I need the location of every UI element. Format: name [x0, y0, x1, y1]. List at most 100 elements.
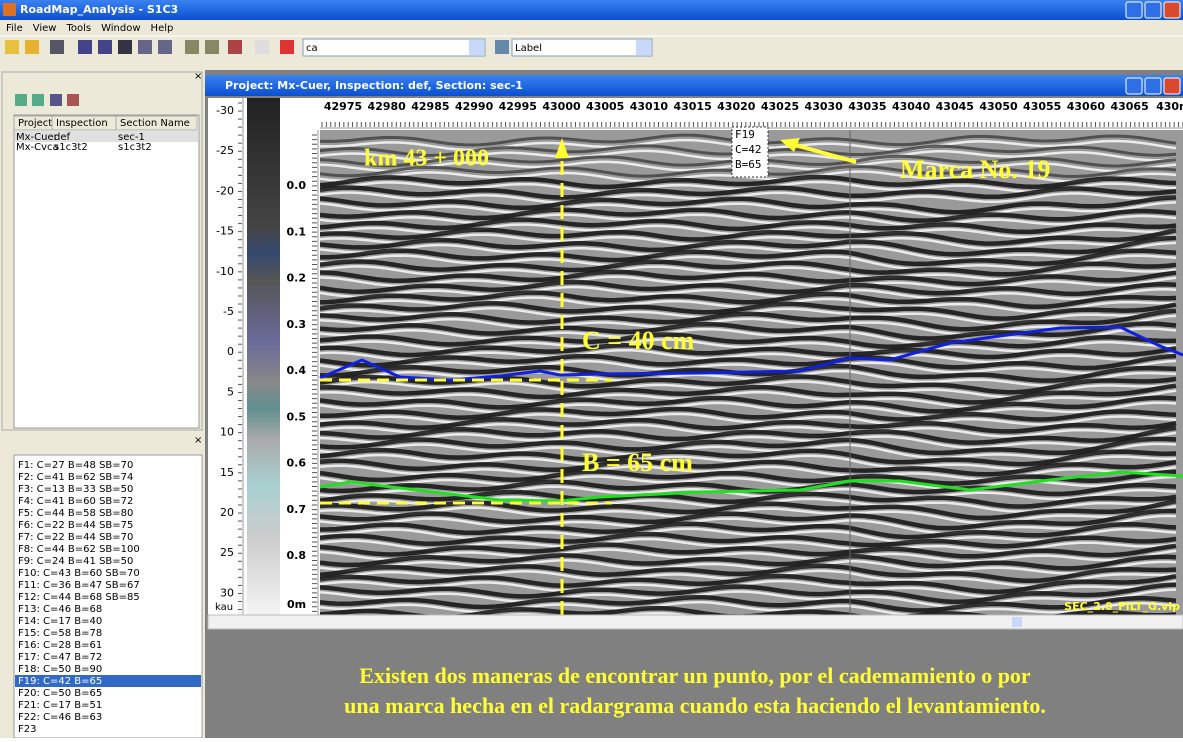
distance-label: 42975 — [324, 100, 362, 113]
depth-label: 0.7 — [287, 503, 307, 516]
depth-label: 0.5 — [287, 410, 307, 423]
mark-item[interactable]: F11: C=36 B=47 SB=67 — [18, 580, 140, 591]
distance-label: 43035 — [848, 100, 886, 113]
tool-button[interactable] — [78, 40, 92, 54]
depth-label: 0.4 — [287, 364, 307, 377]
amplitude-label: -15 — [216, 225, 234, 238]
mark-item[interactable]: F14: C=17 B=40 — [18, 616, 102, 627]
mark-item[interactable]: F12: C=44 B=68 SB=85 — [18, 592, 140, 603]
mark-item[interactable]: F19: C=42 B=65 — [18, 676, 102, 687]
distance-label: 43025 — [761, 100, 799, 113]
tool-button[interactable] — [5, 40, 19, 54]
distance-label: 43000 — [542, 100, 581, 113]
tool-button[interactable] — [138, 40, 152, 54]
menu-item[interactable]: Help — [151, 23, 174, 34]
depth-label: 0.1 — [287, 225, 307, 238]
tool-button[interactable] — [205, 40, 219, 54]
mark-item[interactable]: F17: C=47 B=72 — [18, 652, 102, 663]
mark-item[interactable]: F15: C=58 B=78 — [18, 628, 102, 639]
table-cell[interactable]: s1c3t2 — [118, 142, 152, 153]
mark-item[interactable]: F23 — [18, 724, 36, 735]
mark-item[interactable]: F13: C=46 B=68 — [18, 604, 102, 615]
mark-item[interactable]: F7: C=22 B=44 SB=70 — [18, 532, 133, 543]
mark-item[interactable]: F21: C=17 B=51 — [18, 700, 102, 711]
app-window: RoadMap_Analysis - S1C3 FileViewToolsWin… — [0, 0, 1183, 738]
marker-box-line: C=42 — [735, 143, 762, 156]
table-cell[interactable]: s1c3t2 — [54, 142, 88, 153]
depth-unit: 0m — [287, 598, 306, 611]
distance-label: 43060 — [1067, 100, 1106, 113]
pane-button[interactable] — [15, 94, 27, 106]
pane-close[interactable]: × — [194, 435, 202, 446]
mark-item[interactable]: F18: C=50 B=90 — [18, 664, 102, 675]
table-cell[interactable]: Mx-Cvca — [16, 142, 59, 153]
tool-button[interactable] — [98, 40, 112, 54]
tool-button[interactable] — [255, 40, 269, 54]
distance-label: 43015 — [673, 100, 711, 113]
amplitude-label: 5 — [227, 385, 234, 398]
mark-item[interactable]: F10: C=43 B=60 SB=70 — [18, 568, 140, 579]
depth-label: 0.2 — [287, 272, 307, 285]
tool-button[interactable] — [50, 40, 64, 54]
amplitude-unit: kau — [215, 602, 233, 613]
minimize-button[interactable] — [1126, 2, 1142, 18]
combo-arrow[interactable] — [469, 40, 484, 55]
pane-button[interactable] — [50, 94, 62, 106]
distance-label: 42980 — [368, 100, 407, 113]
depth-label: 0.8 — [287, 549, 307, 562]
mark-item[interactable]: F8: C=44 B=62 SB=100 — [18, 544, 140, 555]
mark-item[interactable]: F5: C=44 B=58 SB=80 — [18, 508, 133, 519]
maximize-button[interactable] — [1145, 78, 1161, 94]
pane-button[interactable] — [32, 94, 44, 106]
tool-button[interactable] — [280, 40, 294, 54]
tool-button[interactable] — [118, 40, 132, 54]
layer-combo[interactable] — [303, 39, 485, 56]
amplitude-label: -20 — [216, 184, 234, 197]
mark-item[interactable]: F2: C=41 B=62 SB=74 — [18, 472, 133, 483]
mark-item[interactable]: F4: C=41 B=60 SB=72 — [18, 496, 133, 507]
mark-item[interactable]: F1: C=27 B=48 SB=70 — [18, 460, 133, 471]
tool-button[interactable] — [495, 40, 509, 54]
mark-item[interactable]: F22: C=46 B=63 — [18, 712, 102, 723]
tool-button[interactable] — [25, 40, 39, 54]
menu-item[interactable]: Window — [101, 23, 140, 34]
project-table — [14, 115, 199, 428]
combo-arrow[interactable] — [636, 40, 651, 55]
distance-label: 43065 — [1110, 100, 1148, 113]
amplitude-label: -30 — [216, 104, 234, 117]
mark-item[interactable]: F6: C=22 B=44 SB=75 — [18, 520, 133, 531]
distance-label: 42995 — [499, 100, 537, 113]
maximize-button[interactable] — [1145, 2, 1161, 18]
menu-item[interactable]: File — [6, 23, 23, 34]
tool-button[interactable] — [228, 40, 242, 54]
tool-button[interactable] — [158, 40, 172, 54]
mark-item[interactable]: F16: C=28 B=61 — [18, 640, 102, 651]
pane-header — [2, 435, 202, 443]
depth-label: 0.3 — [287, 318, 307, 331]
minimize-button[interactable] — [1126, 78, 1142, 94]
mark-item[interactable]: F3: C=13 B=33 SB=50 — [18, 484, 133, 495]
close-button[interactable] — [1164, 2, 1180, 18]
scrollbar[interactable] — [208, 615, 1183, 629]
close-button[interactable] — [1164, 78, 1180, 94]
caption-line: una marca hecha en el radargrama cuando … — [344, 693, 1046, 718]
marker-box-line: B=65 — [735, 158, 762, 171]
scroll-thumb[interactable] — [1012, 617, 1022, 627]
amplitude-label: 15 — [220, 466, 234, 479]
distance-label: 43005 — [586, 100, 624, 113]
depth-label: 0.6 — [287, 457, 307, 470]
amplitude-label: -25 — [216, 144, 234, 157]
mark-item[interactable]: F9: C=24 B=41 SB=50 — [18, 556, 133, 567]
pane-close[interactable]: × — [194, 71, 202, 82]
pane-button[interactable] — [67, 94, 79, 106]
menu-item[interactable]: View — [33, 23, 57, 34]
menu-item[interactable]: Tools — [65, 23, 91, 34]
distance-label: 43020 — [717, 100, 756, 113]
tool-button[interactable] — [185, 40, 199, 54]
mark-item[interactable]: F20: C=50 B=65 — [18, 688, 102, 699]
b-depth-annotation: B = 65 cm — [582, 448, 693, 477]
color-bar — [247, 98, 280, 615]
combo-text: ca — [306, 43, 318, 54]
column-header: Project — [18, 118, 52, 129]
marker-box-line: F19 — [735, 128, 755, 141]
